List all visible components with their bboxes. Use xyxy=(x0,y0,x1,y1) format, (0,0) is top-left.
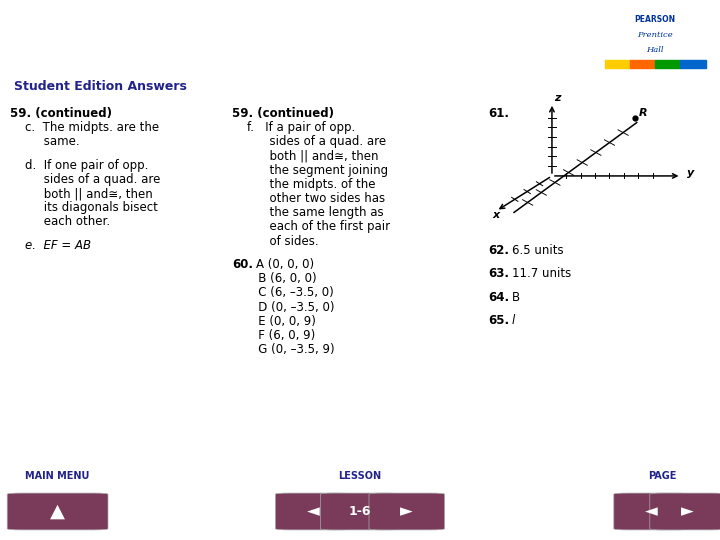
Text: GEOMETRY LESSON 1-6: GEOMETRY LESSON 1-6 xyxy=(14,50,142,60)
Text: d.  If one pair of opp.: d. If one pair of opp. xyxy=(10,159,148,172)
Text: 60.: 60. xyxy=(232,258,253,271)
Text: ◄: ◄ xyxy=(307,503,320,521)
Text: both || and≅, then: both || and≅, then xyxy=(10,187,153,200)
Text: D (0, –3.5, 0): D (0, –3.5, 0) xyxy=(232,301,335,314)
Text: ►: ► xyxy=(681,503,694,521)
Text: y: y xyxy=(687,168,694,178)
Text: Student Edition Answers: Student Edition Answers xyxy=(14,80,187,93)
Text: 59. (continued): 59. (continued) xyxy=(232,107,334,120)
Text: 65.: 65. xyxy=(488,314,509,327)
Text: B (6, 0, 0): B (6, 0, 0) xyxy=(232,272,317,285)
Text: e.  EF = AB: e. EF = AB xyxy=(10,239,91,252)
FancyBboxPatch shape xyxy=(320,493,400,530)
Text: ►: ► xyxy=(400,503,413,521)
Text: B: B xyxy=(512,291,520,303)
Text: c.  The midpts. are the: c. The midpts. are the xyxy=(10,121,159,134)
Text: l: l xyxy=(512,314,516,327)
Text: PEARSON: PEARSON xyxy=(634,15,676,24)
Text: its diagonals bisect: its diagonals bisect xyxy=(10,201,158,214)
Text: Hall: Hall xyxy=(647,46,664,54)
Text: the segment joining: the segment joining xyxy=(232,164,388,177)
Text: sides of a quad. are: sides of a quad. are xyxy=(10,173,161,186)
Bar xyxy=(680,60,706,68)
Text: the midpts. of the: the midpts. of the xyxy=(232,178,376,191)
Text: G (0, –3.5, 9): G (0, –3.5, 9) xyxy=(232,343,335,356)
Text: ◄: ◄ xyxy=(645,503,658,521)
FancyBboxPatch shape xyxy=(649,493,720,530)
Text: C (6, –3.5, 0): C (6, –3.5, 0) xyxy=(232,287,334,300)
Text: PAGE: PAGE xyxy=(648,471,677,481)
Text: 62.: 62. xyxy=(488,244,509,257)
Text: same.: same. xyxy=(10,136,80,148)
FancyBboxPatch shape xyxy=(369,493,444,530)
FancyBboxPatch shape xyxy=(614,493,690,530)
Text: 6.5 units: 6.5 units xyxy=(512,244,564,257)
Text: LESSON: LESSON xyxy=(338,471,382,481)
Text: A (0, 0, 0): A (0, 0, 0) xyxy=(256,258,314,271)
Text: the same length as: the same length as xyxy=(232,206,384,219)
Text: other two sides has: other two sides has xyxy=(232,192,385,205)
Text: MAIN MENU: MAIN MENU xyxy=(25,471,90,481)
Text: F (6, 0, 9): F (6, 0, 9) xyxy=(232,329,315,342)
Text: 11.7 units: 11.7 units xyxy=(512,267,571,280)
Text: x: x xyxy=(492,210,500,220)
Text: Prentice: Prentice xyxy=(637,31,673,39)
Bar xyxy=(630,60,655,68)
Text: of sides.: of sides. xyxy=(232,235,319,248)
Bar xyxy=(655,60,680,68)
Text: R: R xyxy=(639,109,647,118)
Text: each other.: each other. xyxy=(10,215,110,228)
Text: 1-6: 1-6 xyxy=(348,505,372,518)
Text: 64.: 64. xyxy=(488,291,509,303)
FancyBboxPatch shape xyxy=(7,493,108,530)
Text: E (0, 0, 9): E (0, 0, 9) xyxy=(232,315,316,328)
Text: f.   If a pair of opp.: f. If a pair of opp. xyxy=(232,121,355,134)
Text: both || and≅, then: both || and≅, then xyxy=(232,150,379,163)
Text: 61.: 61. xyxy=(488,107,509,120)
Text: ▲: ▲ xyxy=(50,502,65,521)
FancyBboxPatch shape xyxy=(275,493,351,530)
Bar xyxy=(605,60,630,68)
Text: The Coordinate Plane: The Coordinate Plane xyxy=(14,12,284,32)
Text: 59. (continued): 59. (continued) xyxy=(10,107,112,120)
Text: each of the first pair: each of the first pair xyxy=(232,220,390,233)
Text: 63.: 63. xyxy=(488,267,509,280)
Text: sides of a quad. are: sides of a quad. are xyxy=(232,136,386,148)
Text: z: z xyxy=(554,93,561,103)
